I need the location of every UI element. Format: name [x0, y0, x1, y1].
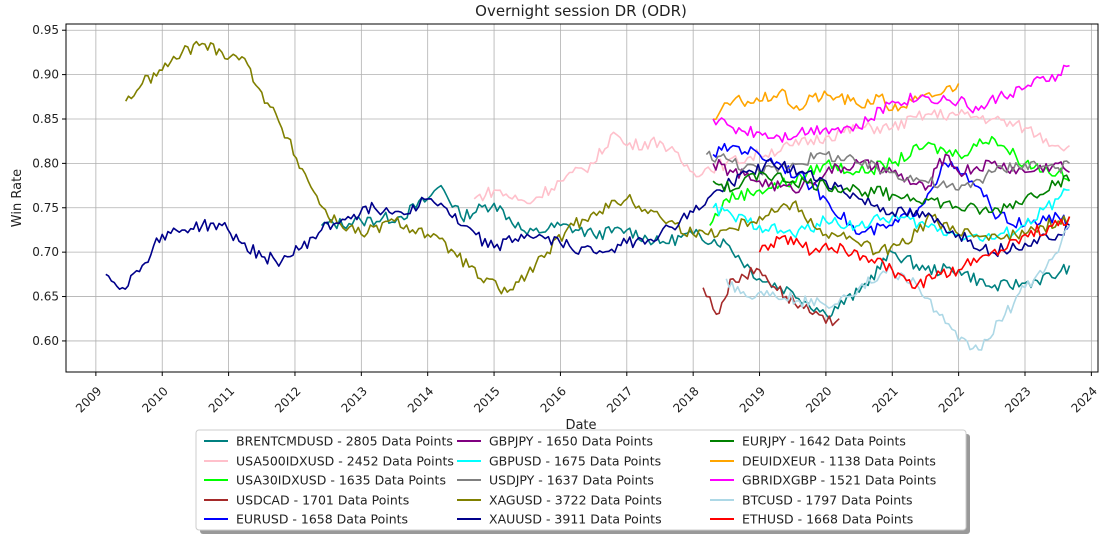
legend-label: XAUUSD - 3911 Data Points	[489, 512, 662, 527]
series-line	[758, 216, 1071, 290]
y-tick-label: 0.65	[32, 290, 59, 304]
legend-label: USA30IDXUSD - 1635 Data Points	[236, 473, 446, 488]
legend-label: BTCUSD - 1797 Data Points	[742, 493, 913, 508]
legend-label: GBRIDXGBP - 1521 Data Points	[742, 473, 936, 488]
series-line	[712, 64, 1070, 143]
y-tick-label: 0.85	[32, 112, 59, 126]
legend-box	[195, 429, 967, 531]
legend: BRENTCMDUSD - 2805 Data Points USA500IDXU…	[195, 429, 970, 534]
plot-lines	[105, 40, 1071, 351]
legend-label: BRENTCMDUSD - 2805 Data Points	[236, 434, 453, 449]
series-line	[473, 108, 1070, 205]
x-axis-title: Date	[565, 418, 596, 433]
legend-label: EURJPY - 1642 Data Points	[742, 434, 906, 449]
legend-label: GBPUSD - 1675 Data Points	[489, 454, 661, 469]
series-line	[105, 158, 1071, 290]
legend-label: GBPJPY - 1650 Data Points	[489, 434, 653, 449]
legend-label: EURUSD - 1658 Data Points	[236, 512, 408, 527]
series-line	[712, 142, 1071, 236]
grid	[66, 24, 1098, 372]
legend-label: DEUIDXEUR - 1138 Data Points	[742, 454, 936, 469]
y-tick-label: 0.90	[32, 68, 59, 82]
series-line	[709, 135, 1070, 226]
legend-label: XAGUSD - 3722 Data Points	[489, 493, 662, 508]
y-tick-label: 0.95	[32, 23, 59, 37]
y-axis-title: Win Rate	[10, 169, 25, 227]
y-tick-label: 0.70	[32, 245, 59, 259]
legend-label: USDCAD - 1701 Data Points	[236, 493, 409, 508]
series-line	[125, 40, 1071, 295]
series-line	[702, 266, 840, 327]
series-line	[712, 171, 1071, 215]
y-tick-label: 0.75	[32, 201, 59, 215]
series-line	[712, 153, 1070, 194]
legend-label: USA500IDXUSD - 2452 Data Points	[236, 454, 454, 469]
chart-title: Overnight session DR (ODR)	[475, 2, 687, 20]
plot-frame	[65, 23, 1099, 373]
legend-label: USDJPY - 1637 Data Points	[489, 473, 654, 488]
series-line	[320, 184, 1071, 320]
series-line	[705, 150, 1071, 191]
legend-label: ETHUSD - 1668 Data Points	[742, 512, 913, 527]
series-line	[725, 224, 1071, 351]
y-tick-label: 0.60	[32, 334, 59, 348]
y-tick-label: 0.80	[32, 156, 59, 170]
